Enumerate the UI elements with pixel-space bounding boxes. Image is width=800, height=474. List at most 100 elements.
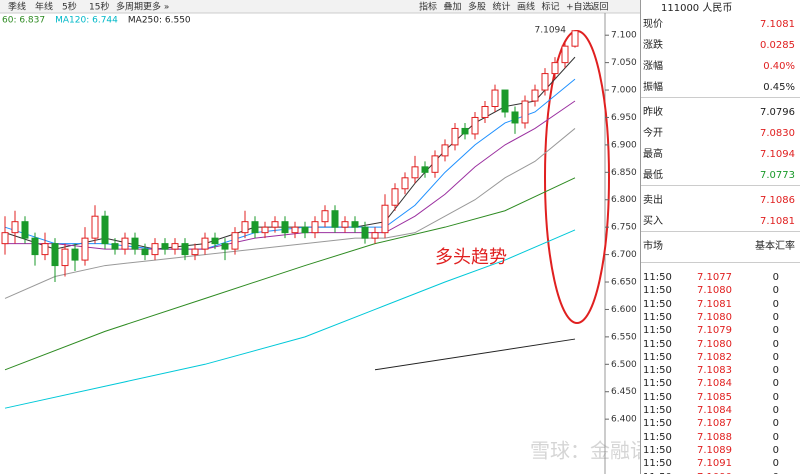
watermark: 雪球：金融语言-老麦 — [530, 439, 640, 463]
candle-body — [451, 127, 459, 146]
tick-time: 11:50 — [643, 311, 672, 323]
tick-volume: 0 — [772, 338, 779, 350]
tool-button[interactable]: 叠加 — [444, 2, 462, 13]
tick-time: 11:50 — [643, 472, 672, 474]
candle-body — [371, 232, 379, 239]
candle-body — [131, 237, 139, 250]
y-tick-label: 6.800 — [611, 195, 637, 205]
tick-price: 7.1088 — [697, 431, 732, 443]
tick-time: 11:50 — [643, 285, 672, 297]
ma-line — [4, 128, 576, 299]
tick-time: 11:50 — [643, 298, 672, 310]
tick-volume: 0 — [772, 378, 779, 390]
quote-value: 0.40% — [763, 61, 795, 72]
tick-volume: 0 — [772, 365, 779, 377]
quote-label: 涨跌 — [643, 40, 663, 51]
tool-button[interactable]: +自选 — [566, 1, 592, 13]
y-tick-label: 6.750 — [611, 223, 637, 233]
quote-label: 昨收 — [643, 107, 663, 118]
market-value: 基本汇率 — [755, 241, 795, 252]
period-button[interactable]: 更多 » — [143, 1, 169, 13]
candle-body — [241, 221, 249, 234]
tick-price: 7.1083 — [697, 365, 732, 377]
quote-value: 7.1086 — [760, 195, 795, 206]
tick-time: 11:50 — [643, 365, 672, 377]
tick-volume: 0 — [772, 444, 779, 456]
tick-price: 7.1082 — [697, 351, 732, 363]
quote-value: 7.0796 — [760, 107, 795, 118]
tick-price: 7.1079 — [697, 325, 732, 337]
tick-time: 11:50 — [643, 325, 672, 337]
period-button[interactable]: 季线 — [8, 1, 26, 13]
candle-body — [481, 106, 489, 118]
high-label: 7.1094 — [535, 26, 567, 36]
quote-label: 今开 — [643, 128, 663, 139]
quote-value: 7.1094 — [760, 149, 795, 160]
candle-body — [421, 166, 429, 173]
annotation: 多头趋势 — [435, 247, 507, 268]
tick-volume: 0 — [772, 285, 779, 297]
quote-value: 7.1081 — [760, 19, 795, 30]
candle-body — [41, 243, 49, 256]
market-label: 市场 — [643, 241, 663, 252]
tick-time: 11:50 — [643, 351, 672, 363]
tool-button[interactable]: 指标 — [419, 1, 437, 13]
candle-body — [571, 30, 579, 47]
separator — [641, 185, 800, 186]
panel-header: 111000 人民币 — [661, 3, 733, 14]
quote-label: 涨幅 — [643, 61, 663, 72]
tick-price: 7.1085 — [697, 391, 732, 403]
period-button[interactable]: 多周期 — [116, 1, 143, 13]
separator — [641, 231, 800, 232]
tool-button[interactable]: 多股 — [468, 1, 486, 13]
candle-body — [51, 243, 59, 267]
tick-volume: 0 — [772, 458, 779, 470]
ma-line — [4, 177, 576, 371]
legend-item: MA120: 6.744 — [55, 16, 118, 26]
tool-button[interactable]: 统计 — [493, 1, 511, 13]
tick-time: 11:50 — [643, 391, 672, 403]
y-tick-label: 6.850 — [611, 168, 637, 178]
candle-body — [231, 232, 239, 250]
tick-volume: 0 — [772, 272, 779, 283]
candle-body — [471, 116, 479, 135]
y-tick-label: 6.550 — [611, 332, 637, 342]
tick-volume: 0 — [772, 405, 779, 416]
tool-button[interactable]: 画线 — [517, 1, 535, 13]
candle-body — [211, 237, 219, 245]
candle-body — [531, 89, 539, 102]
candle-body — [541, 73, 549, 91]
candle-body — [191, 248, 199, 256]
quote-value: 7.1081 — [760, 216, 795, 227]
ma-line — [4, 78, 576, 250]
tick-time: 11:50 — [643, 405, 672, 416]
tick-volume: 0 — [772, 351, 779, 363]
quote-value: 7.0830 — [760, 128, 795, 139]
period-button[interactable]: 5秒 — [62, 1, 77, 13]
y-tick-label: 6.950 — [611, 113, 637, 123]
candle-body — [271, 221, 279, 228]
tick-volume: 0 — [772, 431, 779, 443]
candle-body — [251, 221, 259, 234]
y-tick-label: 6.900 — [611, 140, 637, 150]
quote-label: 买入 — [643, 216, 663, 227]
period-button[interactable]: 15秒 — [89, 1, 109, 13]
tick-volume: 0 — [772, 391, 779, 403]
candle-body — [461, 127, 469, 135]
tick-price: 7.1090 — [697, 472, 732, 474]
candle-body — [161, 243, 169, 250]
tick-time: 11:50 — [643, 444, 672, 456]
period-button[interactable]: 年线 — [35, 1, 53, 13]
tool-button[interactable]: 返回 — [591, 1, 609, 13]
ma-line — [4, 56, 576, 250]
candle-body — [361, 226, 369, 239]
tool-button[interactable]: 标记 — [542, 1, 560, 13]
quote-label: 最高 — [643, 149, 663, 160]
tick-time: 11:50 — [643, 378, 672, 390]
legend-item: 60: 6.837 — [2, 16, 45, 26]
tick-price: 7.1080 — [697, 338, 732, 350]
candle-body — [441, 144, 449, 157]
candle-body — [561, 45, 569, 64]
candle-body — [141, 248, 149, 256]
candle-body — [411, 166, 419, 179]
